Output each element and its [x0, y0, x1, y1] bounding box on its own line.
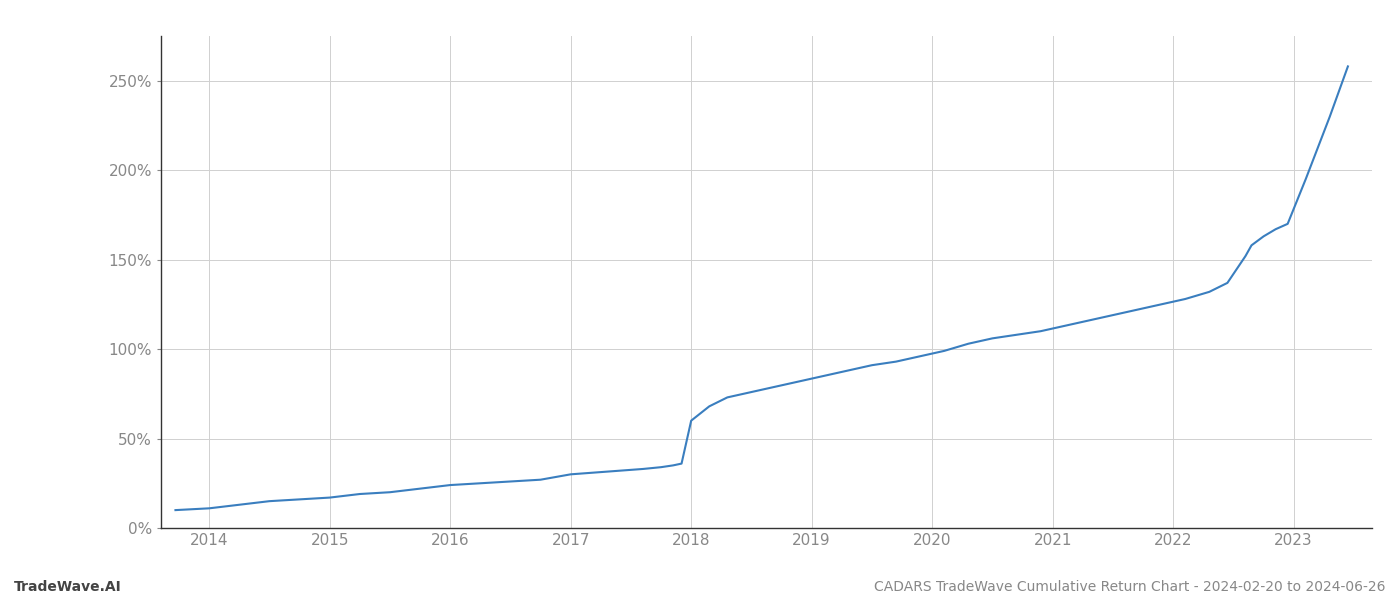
Text: CADARS TradeWave Cumulative Return Chart - 2024-02-20 to 2024-06-26: CADARS TradeWave Cumulative Return Chart… [875, 580, 1386, 594]
Text: TradeWave.AI: TradeWave.AI [14, 580, 122, 594]
